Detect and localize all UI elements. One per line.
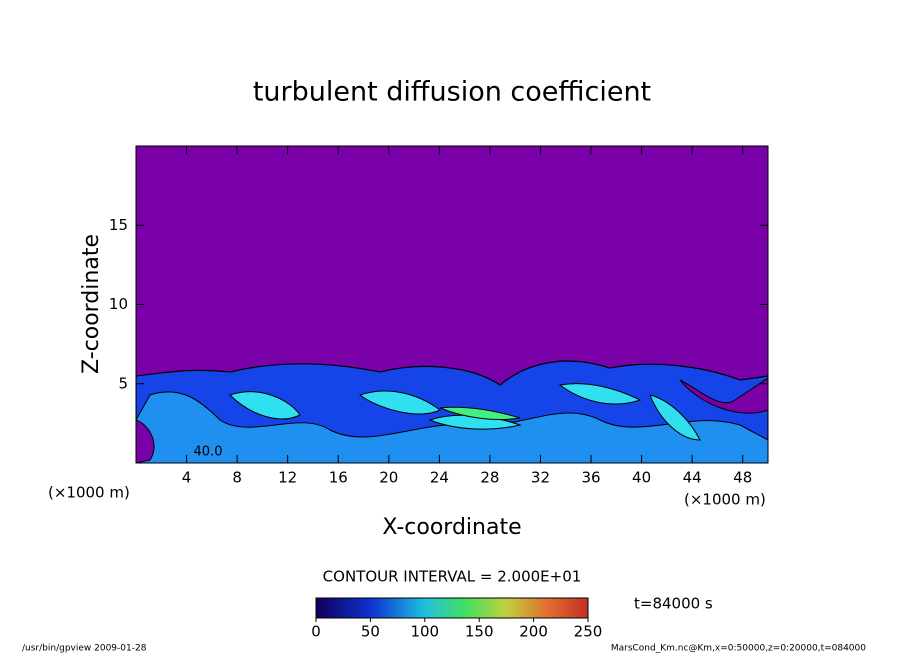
x-tick-label: 32 bbox=[531, 469, 550, 487]
field: 40.0 bbox=[136, 146, 768, 463]
x-tick-label: 24 bbox=[430, 469, 449, 487]
time-label: t=84000 s bbox=[634, 595, 713, 613]
y-tick-label: 5 bbox=[118, 374, 128, 392]
colorbar-tick-label: 200 bbox=[519, 623, 548, 641]
contour-label: 40.0 bbox=[194, 445, 223, 460]
turbulent-patch bbox=[229, 383, 701, 441]
colorbar-tick-label: 100 bbox=[410, 623, 439, 641]
x-tick-label: 28 bbox=[480, 469, 499, 487]
x-tick-label: 4 bbox=[182, 469, 192, 487]
x-tick-label: 44 bbox=[683, 469, 702, 487]
colorbar-tick-label: 250 bbox=[574, 623, 603, 641]
contour-interval: CONTOUR INTERVAL = 2.000E+01 bbox=[323, 568, 582, 586]
colorbar bbox=[315, 597, 589, 619]
colorbar-tick-label: 150 bbox=[465, 623, 494, 641]
x-tick-label: 36 bbox=[581, 469, 600, 487]
turbulent-patch bbox=[439, 406, 521, 420]
x-unit: (×1000 m) bbox=[684, 491, 766, 509]
footer-right: MarsCond_Km.nc@Km,x=0:50000,z=0:20000,t=… bbox=[611, 644, 866, 654]
footer-left: /usr/bin/gpview 2009-01-28 bbox=[22, 644, 147, 654]
x-tick-label: 40 bbox=[632, 469, 651, 487]
x-tick-label: 48 bbox=[733, 469, 752, 487]
x-axis-label: X-coordinate bbox=[382, 515, 521, 540]
colorbar-tick-label: 0 bbox=[311, 623, 321, 641]
y-tick-label: 15 bbox=[109, 216, 128, 234]
quiet-pocket bbox=[136, 377, 768, 463]
y-unit: (×1000 m) bbox=[48, 484, 130, 502]
x-tick-label: 12 bbox=[278, 469, 297, 487]
chart-title: turbulent diffusion coefficient bbox=[253, 77, 651, 108]
x-tick-label: 16 bbox=[329, 469, 348, 487]
x-tick-label: 8 bbox=[232, 469, 242, 487]
y-axis-label: Z-coordinate bbox=[79, 234, 104, 374]
colorbar-tick-label: 50 bbox=[361, 623, 380, 641]
y-tick-label: 10 bbox=[109, 295, 128, 313]
x-tick-label: 20 bbox=[379, 469, 398, 487]
